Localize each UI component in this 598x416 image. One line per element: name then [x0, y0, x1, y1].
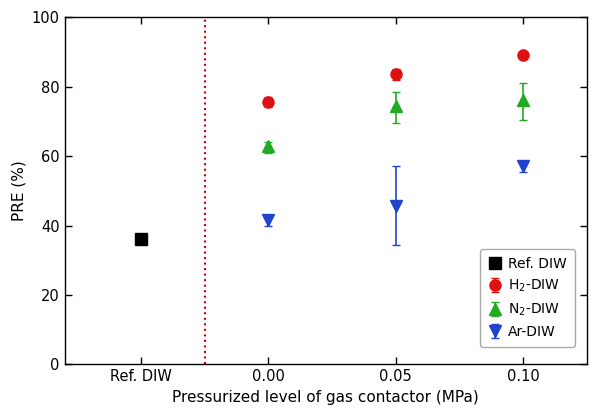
X-axis label: Pressurized level of gas contactor (MPa): Pressurized level of gas contactor (MPa) [172, 390, 479, 405]
Y-axis label: PRE (%): PRE (%) [11, 161, 26, 221]
Legend: Ref. DIW, H$_2$-DIW, N$_2$-DIW, Ar-DIW: Ref. DIW, H$_2$-DIW, N$_2$-DIW, Ar-DIW [480, 249, 575, 347]
